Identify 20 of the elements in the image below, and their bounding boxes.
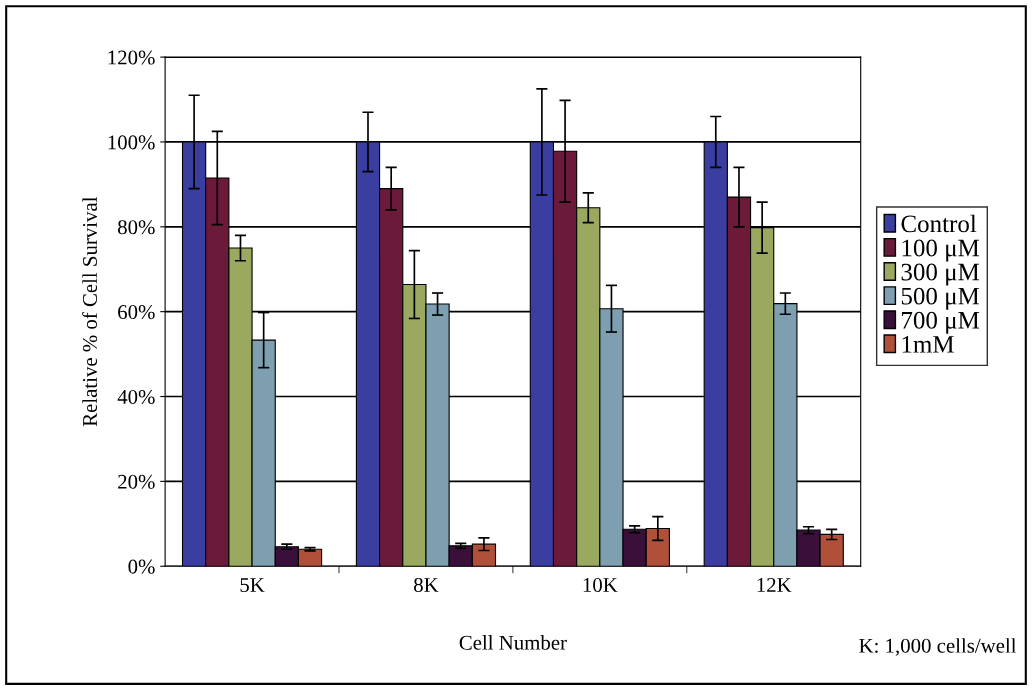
x-axis-title: Cell Number bbox=[459, 635, 567, 650]
x-tick-label: 8K bbox=[414, 577, 439, 592]
legend-label: 500 μM bbox=[901, 287, 980, 310]
y-tick-label: 120% bbox=[108, 50, 155, 65]
legend-label: 100 μM bbox=[902, 239, 980, 262]
legend-label: 700 μM bbox=[902, 311, 980, 334]
y-axis-title: Relative % of Cell Survival bbox=[82, 196, 98, 427]
y-tick-label: 40% bbox=[117, 389, 155, 405]
y-tick-label: 60% bbox=[118, 305, 155, 320]
x-tick-label: 12K bbox=[757, 578, 792, 592]
legend-label: 1mM bbox=[902, 336, 954, 353]
y-tick-label: 0% bbox=[128, 559, 155, 574]
legend-label: 300 μM bbox=[901, 263, 980, 286]
x-tick-label: 5K bbox=[240, 578, 265, 592]
y-tick-label: 80% bbox=[118, 220, 155, 235]
legend-label: Control bbox=[901, 214, 977, 233]
x-tick-label: 10K bbox=[583, 577, 618, 592]
text: K: 1,000 cells/well bbox=[859, 638, 1017, 656]
y-tick-label: 20% bbox=[118, 474, 155, 489]
y-tick-label: 100% bbox=[108, 135, 155, 150]
